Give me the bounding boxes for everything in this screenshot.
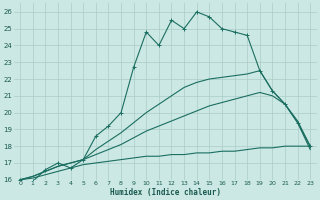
X-axis label: Humidex (Indice chaleur): Humidex (Indice chaleur) — [110, 188, 221, 197]
